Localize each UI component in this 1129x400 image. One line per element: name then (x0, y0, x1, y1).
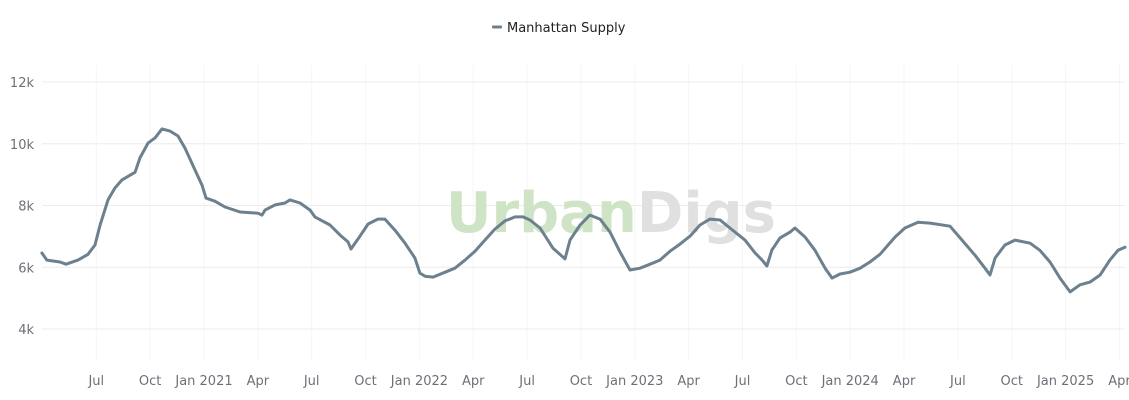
horizontal-gridlines (42, 81, 1125, 330)
x-tick-label: Jul (87, 374, 104, 389)
x-tick-label: Jul (734, 374, 751, 389)
x-tick-label: Jul (303, 374, 320, 389)
vertical-gridlines (95, 65, 1120, 360)
y-tick-label: 10k (10, 138, 35, 153)
x-tick-label: Jan 2025 (1036, 374, 1094, 389)
x-tick-label: Jan 2024 (821, 374, 879, 389)
x-axis-labels: Jul Oct Jan 2021 Apr Jul Oct Jan 2022 Apr Jul Oct… (87, 374, 1129, 389)
y-tick-label: 12k (10, 76, 35, 91)
watermark-urban: UrbanDigs (446, 181, 776, 246)
x-tick-label: Apr (247, 374, 270, 389)
x-tick-label: Oct (139, 374, 161, 389)
x-tick-label: Jan 2021 (174, 374, 232, 389)
x-tick-label: Jul (518, 374, 535, 389)
legend-swatch-icon (492, 25, 502, 29)
x-tick-label: Apr (462, 374, 485, 389)
x-tick-label: Jul (949, 374, 966, 389)
x-tick-label: Apr (677, 374, 700, 389)
x-tick-label: Apr (1108, 374, 1129, 389)
x-tick-label: Oct (354, 374, 376, 389)
x-tick-label: Oct (1001, 374, 1023, 389)
x-tick-label: Jan 2022 (390, 374, 448, 389)
x-tick-label: Oct (785, 374, 807, 389)
x-tick-label: Oct (570, 374, 592, 389)
series-line-manhattan-supply (40, 127, 1127, 294)
x-tick-label: Jan 2023 (605, 374, 663, 389)
legend-label[interactable]: Manhattan Supply (507, 21, 626, 36)
y-tick-label: 6k (18, 261, 34, 276)
watermark: UrbanDigs (446, 181, 776, 246)
x-tick-label: Apr (893, 374, 916, 389)
legend[interactable]: Manhattan Supply (492, 21, 626, 36)
y-tick-label: 4k (18, 323, 34, 338)
y-axis-labels: 4k 6k 8k 10k 12k (10, 76, 35, 338)
y-tick-label: 8k (18, 200, 34, 215)
